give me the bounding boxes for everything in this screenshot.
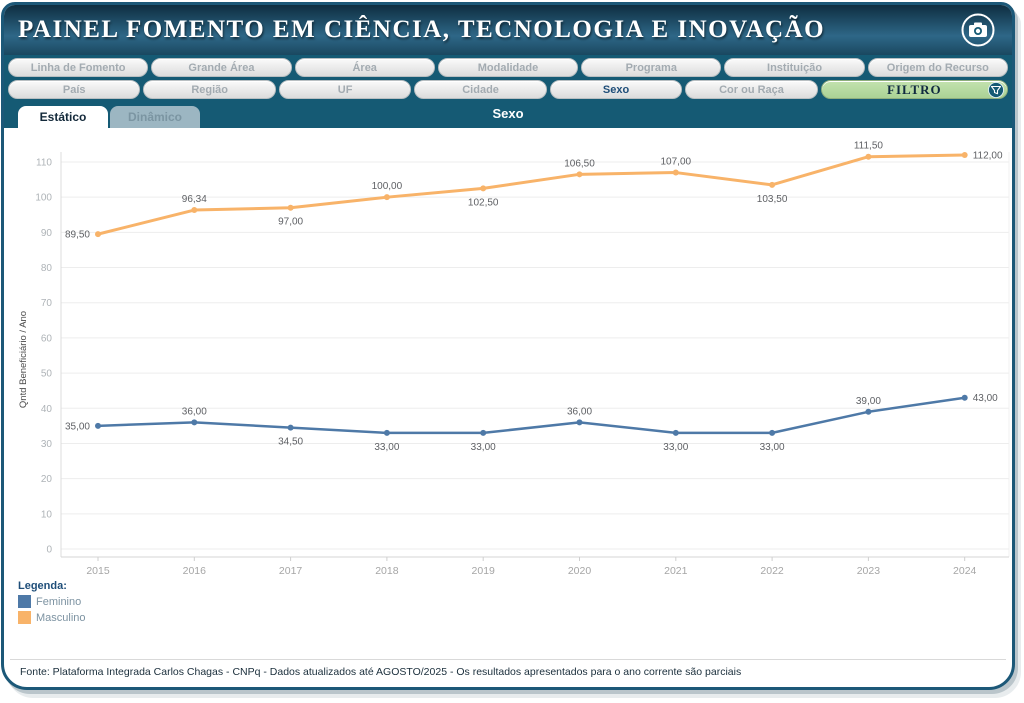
svg-text:2021: 2021: [664, 565, 688, 577]
legend-label-feminino: Feminino: [36, 595, 82, 608]
svg-text:10: 10: [41, 509, 53, 520]
svg-text:80: 80: [41, 263, 53, 274]
svg-text:2024: 2024: [953, 565, 977, 577]
svg-text:36,00: 36,00: [567, 406, 592, 417]
svg-text:70: 70: [41, 298, 53, 309]
filter-row-1: Linha de Fomento Grande Área Área Modali…: [8, 58, 1008, 77]
svg-text:96,34: 96,34: [182, 194, 207, 205]
page-title: PAINEL FOMENTO EM CIÊNCIA, TECNOLOGIA E …: [18, 16, 826, 43]
svg-text:35,00: 35,00: [65, 421, 90, 432]
svg-text:2022: 2022: [760, 565, 784, 577]
svg-text:102,50: 102,50: [468, 197, 499, 208]
filter-programa[interactable]: Programa: [581, 58, 722, 77]
camera-icon[interactable]: [960, 12, 996, 48]
svg-text:2016: 2016: [183, 565, 207, 577]
svg-text:33,00: 33,00: [663, 442, 688, 453]
line-chart-svg: 0 10 20 30 40 50 60 70 80 90 100 110 2015 2016 2017 201…: [18, 141, 1010, 577]
legend: Legenda: Feminino Masculino: [18, 580, 1012, 624]
filter-sexo[interactable]: Sexo: [549, 80, 683, 99]
svg-text:43,00: 43,00: [973, 393, 998, 404]
svg-text:40: 40: [41, 404, 53, 415]
svg-text:97,00: 97,00: [278, 217, 303, 228]
filter-instituicao[interactable]: Instituição: [724, 58, 865, 77]
filtro-button[interactable]: FILTRO: [820, 80, 1008, 99]
svg-text:106,50: 106,50: [564, 158, 595, 169]
tab-estatico[interactable]: Estático: [18, 106, 108, 128]
svg-text:90: 90: [41, 228, 53, 239]
filter-cidade[interactable]: Cidade: [414, 80, 547, 99]
svg-text:20: 20: [41, 474, 53, 485]
svg-text:33,00: 33,00: [374, 442, 399, 453]
svg-text:39,00: 39,00: [856, 396, 881, 407]
svg-text:36,00: 36,00: [182, 406, 207, 417]
filter-regiao[interactable]: Região: [143, 80, 276, 99]
svg-text:2023: 2023: [857, 565, 881, 577]
legend-item-feminino[interactable]: Feminino: [18, 595, 1012, 608]
legend-label-masculino: Masculino: [36, 611, 86, 624]
funnel-icon: [988, 82, 1004, 98]
tab-dinamico[interactable]: Dinâmico: [110, 106, 200, 128]
dashboard-window: PAINEL FOMENTO EM CIÊNCIA, TECNOLOGIA E …: [1, 2, 1015, 690]
svg-text:2015: 2015: [86, 565, 110, 577]
filter-row-2: País Região UF Cidade Sexo Cor ou Raça F…: [8, 80, 1008, 99]
legend-item-masculino[interactable]: Masculino: [18, 611, 1012, 624]
filter-area[interactable]: Área: [294, 58, 435, 77]
feminino-swatch: [18, 595, 31, 608]
tab-bar: Estático Dinâmico Sexo: [4, 103, 1012, 128]
svg-text:30: 30: [41, 439, 53, 450]
line-chart: 0 10 20 30 40 50 60 70 80 90 100 110 2015 2016 2017 201…: [4, 128, 1012, 578]
svg-text:112,00: 112,00: [973, 150, 1003, 161]
svg-text:89,50: 89,50: [65, 230, 90, 241]
svg-text:100: 100: [35, 193, 52, 204]
svg-text:103,50: 103,50: [757, 194, 788, 205]
svg-text:100,00: 100,00: [372, 181, 403, 192]
filter-linha-de-fomento[interactable]: Linha de Fomento: [8, 58, 149, 77]
svg-text:107,00: 107,00: [661, 157, 692, 168]
filtro-label: FILTRO: [887, 81, 942, 97]
filter-modalidade[interactable]: Modalidade: [437, 58, 579, 77]
svg-text:2017: 2017: [279, 565, 303, 577]
filter-bar: Linha de Fomento Grande Área Área Modali…: [4, 55, 1012, 103]
masculino-swatch: [18, 611, 31, 624]
svg-text:34,50: 34,50: [278, 437, 303, 448]
svg-text:110: 110: [36, 158, 52, 169]
svg-text:111,50: 111,50: [854, 141, 884, 152]
svg-text:2019: 2019: [472, 565, 496, 577]
legend-title: Legenda:: [18, 580, 67, 592]
filter-cor-ou-raca[interactable]: Cor ou Raça: [685, 80, 818, 99]
filter-origem-do-recurso[interactable]: Origem do Recurso: [867, 58, 1008, 77]
svg-text:33,00: 33,00: [760, 442, 785, 453]
svg-text:2018: 2018: [375, 565, 399, 577]
filter-uf[interactable]: UF: [278, 80, 412, 99]
svg-text:0: 0: [46, 545, 52, 556]
svg-text:33,00: 33,00: [471, 442, 496, 453]
svg-text:Qntd Beneficiário / Ano: Qntd Beneficiário / Ano: [18, 311, 29, 408]
svg-text:50: 50: [41, 369, 53, 380]
svg-text:60: 60: [41, 333, 53, 344]
svg-text:2020: 2020: [568, 565, 592, 577]
footer-source: Fonte: Plataforma Integrada Carlos Chaga…: [10, 659, 1006, 685]
filter-grande-area[interactable]: Grande Área: [151, 58, 292, 77]
header: PAINEL FOMENTO EM CIÊNCIA, TECNOLOGIA E …: [4, 5, 1012, 55]
filter-pais[interactable]: País: [8, 80, 141, 99]
